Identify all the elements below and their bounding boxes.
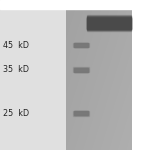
- Bar: [87, 16, 131, 30]
- Bar: [0, 0, 66, 150]
- Bar: [73, 111, 89, 116]
- Text: 25  kD: 25 kD: [3, 109, 29, 118]
- Bar: [74, 111, 88, 115]
- Text: 45  kD: 45 kD: [3, 40, 29, 50]
- Bar: [73, 67, 89, 72]
- Bar: [132, 0, 150, 150]
- Bar: [73, 43, 89, 47]
- Text: 35  kD: 35 kD: [3, 65, 29, 74]
- Bar: [0, 0, 150, 9]
- Bar: [74, 68, 88, 72]
- Bar: [74, 43, 88, 47]
- Bar: [87, 17, 131, 29]
- Bar: [87, 18, 131, 29]
- Bar: [74, 43, 88, 47]
- Bar: [87, 15, 131, 31]
- Bar: [74, 111, 88, 115]
- Bar: [74, 68, 88, 72]
